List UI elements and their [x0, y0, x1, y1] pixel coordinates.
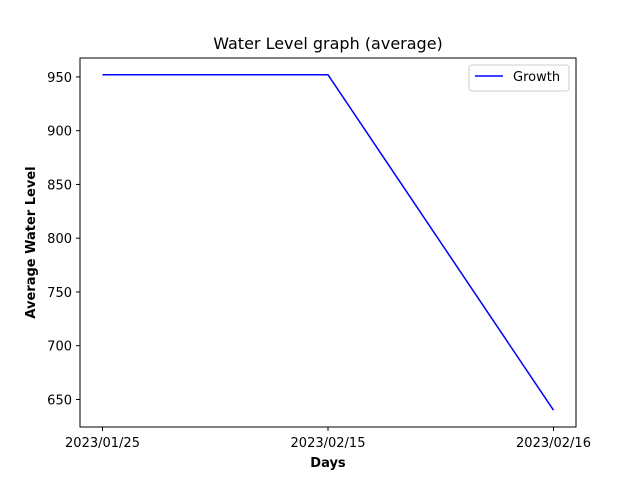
y-tick-label: 950 — [47, 71, 72, 86]
y-tick-label: 650 — [47, 393, 72, 408]
x-axis-label: Days — [310, 456, 346, 471]
x-tick-label: 2023/02/16 — [516, 436, 591, 451]
y-tick-label: 900 — [47, 125, 72, 140]
legend-label-growth: Growth — [513, 70, 560, 85]
y-axis-label: Average Water Level — [24, 166, 39, 318]
x-tick-label: 2023/01/25 — [65, 436, 140, 451]
chart-title: Water Level graph (average) — [213, 34, 443, 53]
y-tick-label: 700 — [47, 340, 72, 355]
x-tick-label: 2023/02/15 — [291, 436, 366, 451]
y-tick-label: 850 — [47, 178, 72, 193]
y-tick-label: 800 — [47, 232, 72, 247]
y-tick-label: 750 — [47, 286, 72, 301]
legend: Growth — [469, 65, 569, 91]
